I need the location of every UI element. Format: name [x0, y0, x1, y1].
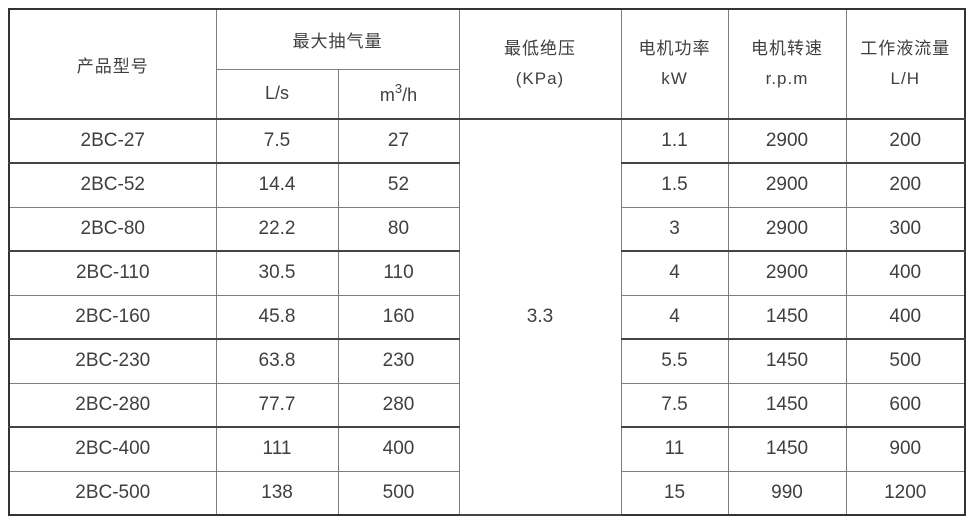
cell-lh: 400 [845, 294, 966, 340]
cell-model: 2BC-27 [8, 118, 217, 164]
header-motor-power: 电机功率 kW [620, 8, 729, 120]
cell-lh: 1200 [845, 470, 966, 516]
header-unit-m3h: m3/h [337, 68, 460, 120]
cell-rpm: 1450 [727, 338, 847, 384]
header-fluid-flow-line2: L/H [890, 69, 920, 88]
header-motor-speed: 电机转速 r.p.m [727, 8, 847, 120]
cell-rpm: 2900 [727, 250, 847, 296]
cell-model: 2BC-110 [8, 250, 217, 296]
m3h-sup: 3 [394, 80, 403, 96]
m3h-prefix: m [379, 84, 395, 105]
cell-ls: 138 [215, 470, 339, 516]
cell-ls: 14.4 [215, 162, 339, 208]
cell-rpm: 990 [727, 470, 847, 516]
cell-model: 2BC-280 [8, 382, 217, 428]
table-row: 2BC-160 45.8 160 4 1450 400 [8, 294, 966, 340]
table-row: 2BC-280 77.7 280 7.5 1450 600 [8, 382, 966, 428]
m3h-suffix: /h [402, 84, 418, 105]
cell-model: 2BC-400 [8, 426, 217, 472]
cell-rpm: 2900 [727, 162, 847, 208]
cell-kw: 1.1 [620, 118, 729, 164]
cell-rpm: 1450 [727, 294, 847, 340]
cell-ls: 22.2 [215, 206, 339, 252]
cell-model: 2BC-160 [8, 294, 217, 340]
cell-lh: 400 [845, 250, 966, 296]
spec-table: 产品型号 最大抽气量 最低绝压 (KPa) 电机功率 kW 电机转速 r.p.m… [8, 8, 966, 516]
header-motor-speed-line1: 电机转速 [751, 39, 823, 58]
header-max-pumping: 最大抽气量 [215, 8, 460, 70]
cell-lh: 600 [845, 382, 966, 428]
header-min-pressure-line1: 最低绝压 [504, 39, 576, 58]
cell-m3h: 400 [337, 426, 460, 472]
cell-m3h: 500 [337, 470, 460, 516]
cell-kw: 15 [620, 470, 729, 516]
cell-m3h: 280 [337, 382, 460, 428]
cell-ls: 7.5 [215, 118, 339, 164]
cell-m3h: 80 [337, 206, 460, 252]
table-row: 2BC-500 138 500 15 990 1200 [8, 470, 966, 516]
cell-kw: 4 [620, 294, 729, 340]
cell-ls: 30.5 [215, 250, 339, 296]
table-body: 2BC-27 7.5 27 3.3 1.1 2900 200 2BC-52 14… [8, 118, 966, 516]
table-row: 2BC-400 111 400 11 1450 900 [8, 426, 966, 472]
cell-ls: 111 [215, 426, 339, 472]
cell-ls: 45.8 [215, 294, 339, 340]
cell-m3h: 52 [337, 162, 460, 208]
cell-kw: 7.5 [620, 382, 729, 428]
header-row-sub: L/s m3/h [9, 68, 965, 120]
cell-kw: 11 [620, 426, 729, 472]
table-row: 2BC-27 7.5 27 3.3 1.1 2900 200 [8, 118, 966, 516]
cell-kw: 5.5 [620, 338, 729, 384]
cell-lh: 500 [845, 338, 966, 384]
cell-lh: 300 [845, 206, 966, 252]
header-fluid-flow: 工作液流量 L/H [845, 8, 966, 120]
cell-kw: 4 [620, 250, 729, 296]
cell-kw: 3 [620, 206, 729, 252]
cell-m3h: 110 [337, 250, 460, 296]
cell-model: 2BC-500 [8, 470, 217, 516]
cell-lh: 200 [845, 118, 966, 164]
cell-rpm: 2900 [727, 118, 847, 164]
cell-ls: 77.7 [215, 382, 339, 428]
header-motor-power-line1: 电机功率 [638, 39, 711, 58]
table-row: 2BC-80 22.2 80 3 2900 300 [8, 206, 966, 252]
cell-rpm: 1450 [727, 426, 847, 472]
table-header: 产品型号 最大抽气量 最低绝压 (KPa) 电机功率 kW 电机转速 r.p.m… [8, 8, 966, 120]
header-motor-speed-line2: r.p.m [765, 69, 809, 88]
table-row: 2BC-230 63.8 230 5.5 1450 500 [8, 338, 966, 384]
cell-lh: 900 [845, 426, 966, 472]
cell-rpm: 2900 [727, 206, 847, 252]
cell-rpm: 1450 [727, 382, 847, 428]
header-min-pressure: 最低绝压 (KPa) [458, 8, 622, 120]
header-motor-power-line2: kW [661, 69, 688, 88]
cell-m3h: 27 [337, 118, 460, 164]
cell-model: 2BC-80 [8, 206, 217, 252]
cell-kw: 1.5 [620, 162, 729, 208]
header-product-model: 产品型号 [8, 8, 217, 120]
header-row-top: 产品型号 最大抽气量 最低绝压 (KPa) 电机功率 kW 电机转速 r.p.m… [8, 8, 966, 120]
header-min-pressure-line2: (KPa) [515, 69, 565, 88]
table-row: 2BC-52 14.4 52 1.5 2900 200 [8, 162, 966, 208]
cell-lh: 200 [845, 162, 966, 208]
cell-m3h: 160 [337, 294, 460, 340]
cell-min-pressure: 3.3 [458, 118, 622, 516]
header-fluid-flow-line1: 工作液流量 [860, 39, 951, 58]
cell-ls: 63.8 [215, 338, 339, 384]
cell-m3h: 230 [337, 338, 460, 384]
header-unit-ls: L/s [215, 68, 339, 120]
cell-model: 2BC-52 [8, 162, 217, 208]
cell-model: 2BC-230 [8, 338, 217, 384]
